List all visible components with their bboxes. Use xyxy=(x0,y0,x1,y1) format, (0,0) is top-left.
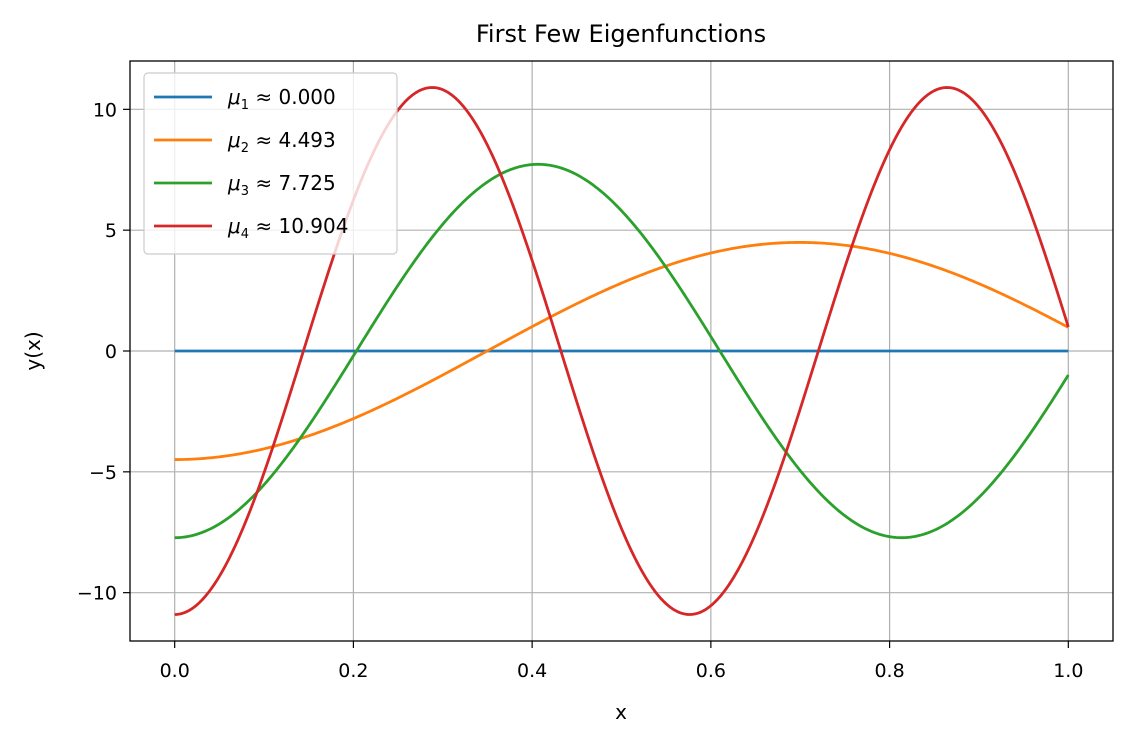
y-tick-label: 10 xyxy=(93,99,117,121)
x-tick-label: 0.4 xyxy=(517,660,547,682)
legend-box xyxy=(143,72,398,255)
x-tick-label: 0.0 xyxy=(160,660,190,682)
y-tick-label: −5 xyxy=(89,462,117,484)
legend-label: μ2 ≈ 4.493 xyxy=(227,128,336,156)
legend-item-1: μ1 ≈ 0.000 xyxy=(154,85,336,113)
x-tick-label: 0.2 xyxy=(338,660,368,682)
x-axis-ticks: 0.0 0.2 0.4 0.6 0.8 1.0 xyxy=(160,641,1083,682)
legend: μ1 ≈ 0.000 μ2 ≈ 4.493 μ3 ≈ 7.725 μ4 ≈ 10.90… xyxy=(143,72,398,255)
y-tick-label: 0 xyxy=(105,341,117,363)
legend-item-3: μ3 ≈ 7.725 xyxy=(154,171,336,199)
series-lines xyxy=(174,86,1070,616)
chart-title: First Few Eigenfunctions xyxy=(476,20,766,48)
x-tick-label: 1.0 xyxy=(1053,660,1083,682)
y-axis-label: y(x) xyxy=(21,331,45,370)
x-tick-label: 0.6 xyxy=(696,660,726,682)
series-line-2 xyxy=(174,241,1069,461)
legend-label: μ4 ≈ 10.904 xyxy=(227,214,348,242)
series-line-4 xyxy=(174,86,1070,616)
series-line-3 xyxy=(174,162,1070,540)
x-tick-label: 0.8 xyxy=(874,660,904,682)
legend-label: μ1 ≈ 0.000 xyxy=(227,85,336,113)
y-axis-ticks: −10 −5 0 5 10 xyxy=(77,99,130,605)
y-tick-label: 5 xyxy=(105,220,117,242)
legend-item-4: μ4 ≈ 10.904 xyxy=(154,214,348,242)
y-tick-label: −10 xyxy=(77,583,117,605)
legend-label: μ3 ≈ 7.725 xyxy=(227,171,336,199)
x-axis-label: x xyxy=(615,700,627,724)
legend-item-2: μ2 ≈ 4.493 xyxy=(154,128,336,156)
